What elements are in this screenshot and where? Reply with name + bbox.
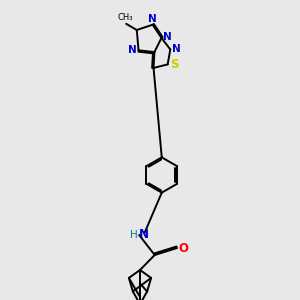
- Text: N: N: [128, 45, 137, 55]
- Text: N: N: [163, 32, 172, 42]
- Text: O: O: [179, 242, 189, 254]
- Text: N: N: [148, 14, 157, 24]
- Text: S: S: [170, 58, 178, 71]
- Text: N: N: [172, 44, 181, 53]
- Text: H: H: [130, 230, 137, 240]
- Text: N: N: [139, 229, 149, 242]
- Text: CH₃: CH₃: [118, 13, 133, 22]
